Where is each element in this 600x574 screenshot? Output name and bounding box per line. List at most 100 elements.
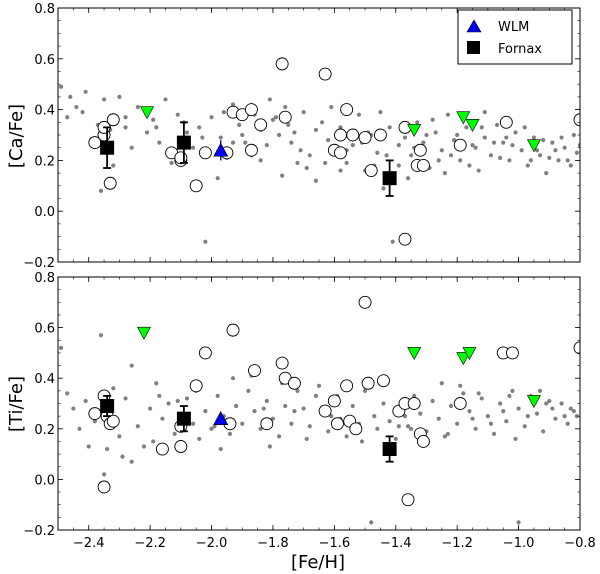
field-star-point xyxy=(77,426,82,431)
field-star-point xyxy=(289,140,294,145)
x-tick-label: −2.4 xyxy=(73,536,105,551)
field-star-point xyxy=(338,168,343,173)
field-star-point xyxy=(135,424,140,429)
field-star-point xyxy=(415,120,420,125)
field-star-point xyxy=(568,163,573,168)
field-star-point xyxy=(184,130,190,135)
field-star-point xyxy=(175,398,180,404)
open-circle-point xyxy=(106,414,120,428)
field-star-point xyxy=(577,143,580,148)
field-star-point xyxy=(120,454,125,459)
field-star-point xyxy=(212,424,217,429)
open-circle-point xyxy=(189,179,203,193)
field-star-point xyxy=(344,160,349,166)
field-star-point xyxy=(448,403,454,409)
field-star-point xyxy=(273,115,279,120)
field-star-point xyxy=(436,416,441,421)
field-star-point xyxy=(215,393,220,399)
field-star-point xyxy=(525,414,530,419)
field-star-point xyxy=(375,150,380,155)
field-star-point xyxy=(375,426,380,431)
field-star-point xyxy=(329,104,334,110)
field-star-point xyxy=(301,406,306,411)
field-star-point xyxy=(362,388,368,393)
panel-ca-fe: −0.2 0.0 0.2 0.4 0.6 0.8 xyxy=(23,2,581,271)
field-star-point xyxy=(482,135,487,140)
field-star-point xyxy=(98,333,104,338)
field-star-point xyxy=(191,421,196,426)
field-star-point xyxy=(123,115,128,120)
field-star-point xyxy=(537,388,543,393)
field-star-point xyxy=(473,145,478,150)
field-star-point xyxy=(494,122,500,127)
field-star-point xyxy=(390,239,395,244)
field-star-point xyxy=(464,125,469,130)
field-star-point xyxy=(83,89,88,94)
field-star-point xyxy=(58,345,64,350)
field-star-point xyxy=(295,160,300,166)
field-star-point xyxy=(522,424,527,429)
field-star-point xyxy=(135,104,140,110)
field-star-point xyxy=(98,188,104,193)
field-star-point xyxy=(559,401,564,406)
fornax-point xyxy=(100,399,115,414)
field-star-point xyxy=(101,472,107,477)
field-star-point xyxy=(547,155,552,160)
field-star-point xyxy=(313,393,319,399)
x-tick-label: −2.2 xyxy=(134,536,166,551)
field-star-point xyxy=(230,376,236,381)
plot-area xyxy=(58,57,580,246)
open-circle-point xyxy=(244,143,258,157)
green-triangle-point xyxy=(456,111,471,125)
field-star-point xyxy=(442,171,447,176)
field-star-point xyxy=(525,163,530,168)
open-circle-point xyxy=(573,113,580,127)
field-star-point xyxy=(329,414,334,419)
field-star-point xyxy=(270,416,276,421)
field-star-point xyxy=(350,403,355,409)
field-star-point xyxy=(58,84,64,89)
fornax-point xyxy=(382,442,397,457)
field-star-point xyxy=(479,125,484,130)
field-star-point xyxy=(384,153,389,158)
field-star-point xyxy=(240,421,245,426)
open-circle-point xyxy=(377,374,390,388)
open-circle-point xyxy=(275,356,289,370)
fornax-point xyxy=(176,411,191,426)
field-star-point xyxy=(402,414,408,419)
field-star-point xyxy=(261,406,266,411)
field-star-point xyxy=(304,165,309,171)
y-tick-label: 0.2 xyxy=(34,423,55,438)
field-star-point xyxy=(507,158,512,163)
field-star-point xyxy=(230,102,236,107)
field-star-point xyxy=(534,148,540,153)
field-star-point xyxy=(218,446,223,452)
field-star-point xyxy=(482,110,487,115)
x-tick-label: −1.4 xyxy=(380,536,412,551)
field-star-point xyxy=(283,104,288,110)
green-triangle-point xyxy=(407,347,422,361)
open-circle-point xyxy=(413,143,427,157)
open-circle-point xyxy=(318,67,332,81)
green-triangle-point xyxy=(140,106,155,120)
field-star-point xyxy=(172,431,177,436)
field-star-point xyxy=(203,408,208,414)
field-star-point xyxy=(445,431,451,436)
field-star-point xyxy=(513,436,518,442)
field-star-point xyxy=(160,416,165,421)
field-star-point xyxy=(510,143,515,148)
open-circle-point xyxy=(198,346,212,360)
field-star-point xyxy=(105,446,110,452)
field-star-point xyxy=(237,122,242,127)
field-star-point xyxy=(326,137,331,143)
field-star-point xyxy=(270,117,276,122)
field-star-point xyxy=(319,120,325,125)
field-star-point xyxy=(209,115,214,120)
open-circle-point xyxy=(244,103,258,117)
y-tick-label: 0.0 xyxy=(34,205,55,220)
field-star-point xyxy=(117,434,122,439)
field-star-point xyxy=(455,132,460,138)
field-star-point xyxy=(359,439,365,444)
green-triangle-point xyxy=(462,347,477,361)
y-tick-label: −0.2 xyxy=(23,256,55,271)
